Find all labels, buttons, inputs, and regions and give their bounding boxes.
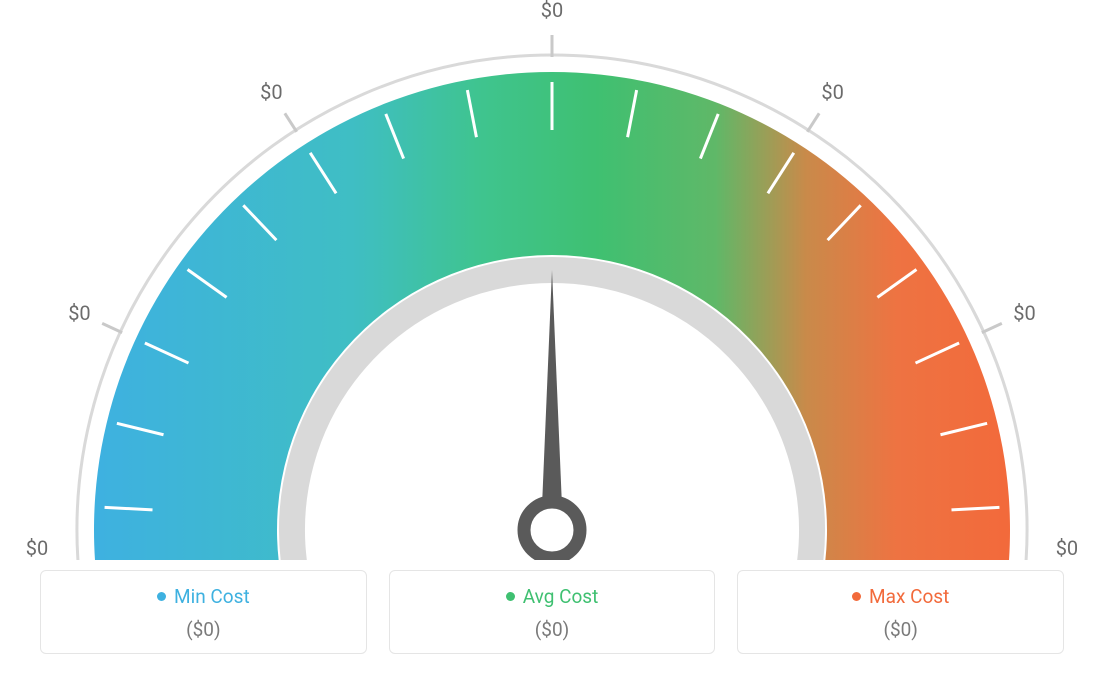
gauge-tick-label: $0 [26, 536, 48, 560]
gauge-tick-label: $0 [541, 0, 563, 22]
legend-value-min: ($0) [51, 618, 356, 641]
legend-row: Min Cost ($0) Avg Cost ($0) Max Cost ($0… [40, 570, 1064, 654]
major-tick [807, 113, 819, 132]
legend-label-max: Max Cost [869, 585, 949, 608]
gauge-container: $0 $0 $0 $0 $0 $0 $0 [0, 0, 1104, 560]
major-tick [285, 113, 297, 132]
gauge-svg [0, 0, 1104, 560]
major-tick [102, 323, 122, 332]
legend-dot-avg [506, 592, 515, 601]
legend-card-avg: Avg Cost ($0) [389, 570, 716, 654]
legend-value-max: ($0) [748, 618, 1053, 641]
legend-dot-max [852, 592, 861, 601]
gauge-needle-hub [524, 502, 580, 558]
major-tick [982, 323, 1002, 332]
gauge-needle [541, 270, 563, 530]
legend-value-avg: ($0) [400, 618, 705, 641]
legend-card-min: Min Cost ($0) [40, 570, 367, 654]
gauge-tick-label: $0 [821, 80, 843, 104]
gauge-tick-label: $0 [1013, 301, 1035, 325]
gauge-tick-label: $0 [1056, 536, 1078, 560]
gauge-tick-label: $0 [260, 80, 282, 104]
legend-header-avg: Avg Cost [506, 585, 599, 608]
legend-header-min: Min Cost [157, 585, 250, 608]
legend-card-max: Max Cost ($0) [737, 570, 1064, 654]
legend-header-max: Max Cost [852, 585, 949, 608]
legend-label-min: Min Cost [174, 585, 250, 608]
legend-label-avg: Avg Cost [523, 585, 599, 608]
gauge-tick-label: $0 [68, 301, 90, 325]
legend-dot-min [157, 592, 166, 601]
